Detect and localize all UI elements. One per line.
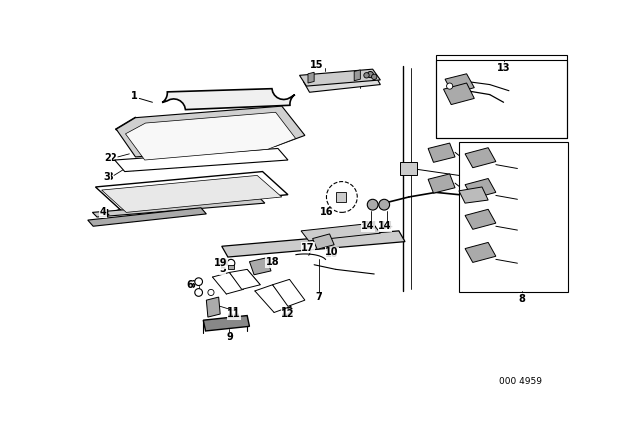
Polygon shape [354,70,360,81]
Bar [459,142,568,293]
Polygon shape [428,143,455,162]
Text: 12: 12 [281,307,294,318]
Text: 3: 3 [104,172,110,182]
Text: 7: 7 [316,292,322,302]
Polygon shape [125,112,296,160]
Text: 8: 8 [518,293,525,304]
Polygon shape [206,297,220,317]
Polygon shape [230,269,260,289]
Text: 14: 14 [364,221,378,231]
Polygon shape [212,272,243,294]
Bar [436,60,566,138]
Circle shape [367,199,378,210]
Circle shape [195,278,202,285]
Circle shape [364,73,369,78]
Text: 4: 4 [100,207,106,217]
Circle shape [195,289,202,296]
Polygon shape [465,209,496,229]
Text: 5: 5 [219,264,226,274]
Circle shape [227,259,235,267]
Polygon shape [465,242,496,263]
Text: 17: 17 [301,243,315,253]
Polygon shape [273,280,305,306]
Text: 2: 2 [104,154,111,164]
Polygon shape [465,178,496,198]
Text: 11: 11 [227,307,241,318]
Text: 13: 13 [497,63,510,73]
Polygon shape [300,69,380,86]
Text: 9: 9 [226,332,233,342]
Polygon shape [162,89,295,110]
Text: 15: 15 [310,60,323,69]
Polygon shape [88,208,206,226]
Polygon shape [312,234,334,250]
Text: 13: 13 [497,63,510,73]
Polygon shape [428,174,455,193]
Polygon shape [92,198,265,217]
Text: 10: 10 [325,249,339,259]
Text: 14: 14 [378,221,392,231]
Text: 4: 4 [103,209,109,219]
Text: 8: 8 [518,293,525,304]
Polygon shape [116,106,305,157]
Bar [399,162,417,176]
Text: 16: 16 [320,207,333,217]
Text: 10: 10 [325,247,339,258]
Text: 17: 17 [301,243,315,253]
Bar [436,55,566,138]
Polygon shape [102,176,282,212]
Text: 3: 3 [106,172,113,182]
Polygon shape [301,223,380,241]
Polygon shape [459,187,488,203]
Text: 14: 14 [380,221,393,231]
Circle shape [447,83,452,89]
Bar [336,192,346,202]
Text: 19: 19 [214,258,228,268]
Polygon shape [445,74,474,94]
Text: 6: 6 [188,280,195,290]
Text: 2: 2 [109,154,116,164]
Circle shape [367,72,373,78]
Polygon shape [444,83,474,104]
Text: 9: 9 [226,332,233,342]
Polygon shape [465,148,496,168]
Polygon shape [250,258,271,275]
Text: 19: 19 [215,258,228,268]
Circle shape [379,199,390,210]
Text: 11: 11 [227,309,241,319]
Text: 18: 18 [266,258,280,267]
Polygon shape [255,285,291,313]
Text: 7: 7 [316,292,322,302]
Polygon shape [115,148,288,172]
Text: 000 4959: 000 4959 [499,377,542,386]
Polygon shape [95,172,288,211]
Text: 18: 18 [266,258,280,267]
Polygon shape [303,74,380,92]
Circle shape [208,289,214,296]
Text: 12: 12 [281,309,294,319]
Polygon shape [308,72,314,83]
Bar [228,265,234,269]
Polygon shape [204,315,250,331]
Text: 5: 5 [219,264,226,274]
Polygon shape [221,231,405,257]
Text: 1: 1 [131,91,138,101]
Text: 16: 16 [320,207,333,217]
Circle shape [371,74,377,80]
Text: 1: 1 [131,91,138,101]
Circle shape [326,181,357,212]
Text: 14: 14 [362,221,375,231]
Text: 15: 15 [310,60,323,70]
Text: 6: 6 [186,280,193,290]
